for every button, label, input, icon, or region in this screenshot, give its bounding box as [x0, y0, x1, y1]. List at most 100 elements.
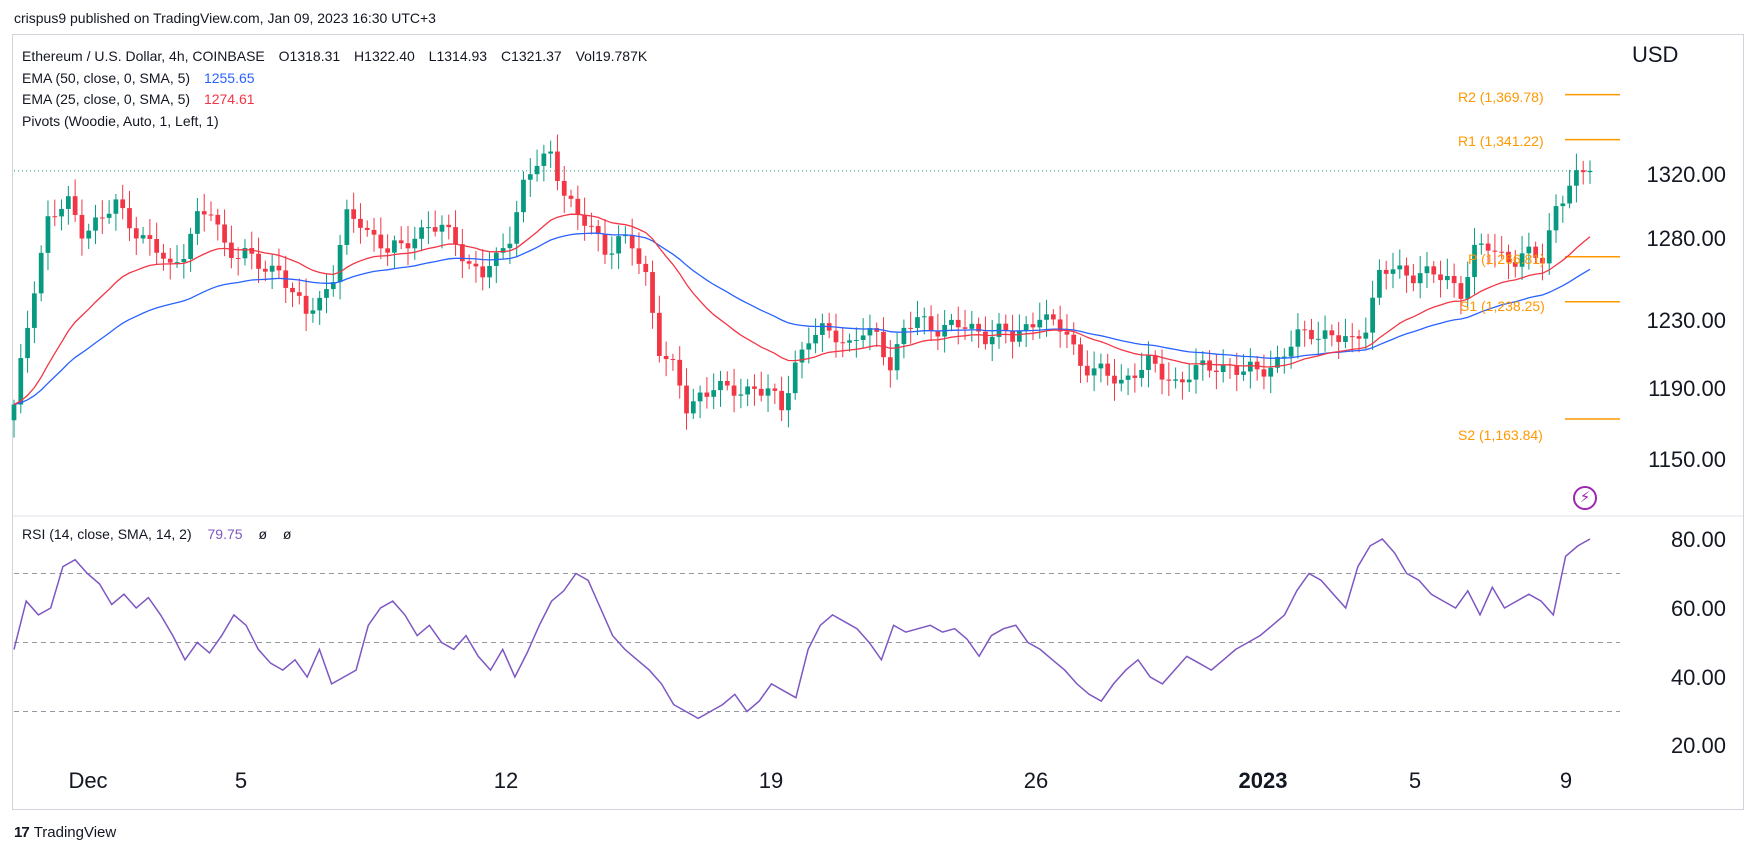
- candle-up: [514, 212, 520, 244]
- candle-up: [269, 265, 275, 272]
- pivot-s1-label: S1 (1,238.25): [1460, 298, 1545, 314]
- ema50-label: EMA (50, close, 0, SMA, 5): [22, 69, 191, 86]
- candle-up: [181, 259, 187, 263]
- ema25-line: [13, 213, 1591, 406]
- candle-down: [1261, 369, 1267, 377]
- candle-down: [833, 330, 839, 343]
- candle-down: [1492, 250, 1498, 252]
- candle-down: [358, 218, 363, 228]
- candle-up: [1241, 371, 1246, 375]
- open-value: 1318.31: [289, 48, 341, 64]
- candle-up: [690, 401, 696, 414]
- candle-down: [595, 226, 601, 235]
- candle-down: [161, 252, 166, 259]
- candle-down: [772, 388, 778, 391]
- chart-frame[interactable]: [12, 34, 1744, 810]
- candle-up: [426, 227, 431, 229]
- candle-up: [1424, 266, 1430, 274]
- candle-up: [93, 217, 98, 231]
- legend-ema50-row[interactable]: EMA (50, close, 0, SMA, 5) 1255.65: [22, 68, 647, 90]
- candle-up: [1247, 361, 1253, 372]
- candle-down: [1411, 275, 1416, 284]
- candle-down: [881, 331, 886, 358]
- legend-pivots-row[interactable]: Pivots (Woodie, Auto, 1, Left, 1): [22, 111, 647, 133]
- candle-down: [1214, 370, 1219, 373]
- rsi-tick: 80.00: [1670, 527, 1726, 552]
- legend-ema25-row[interactable]: EMA (25, close, 0, SMA, 5) 1274.61: [22, 89, 647, 111]
- candle-down: [1451, 275, 1457, 284]
- pivot-p-label: P (1,266.81): [1468, 251, 1545, 267]
- candle-down: [983, 331, 988, 345]
- candle-down: [582, 214, 587, 226]
- candle-down: [222, 224, 227, 243]
- symbol-title[interactable]: Ethereum / U.S. Dollar, 4h, COINBASE: [22, 48, 265, 64]
- tradingview-logo[interactable]: 17 TradingView: [14, 824, 116, 841]
- candle-down: [1309, 329, 1314, 340]
- candle-down: [385, 248, 390, 253]
- candle-down: [351, 209, 357, 219]
- publisher-line: crispus9 published on TradingView.com, J…: [14, 10, 436, 26]
- candle-up: [1322, 330, 1328, 339]
- candle-down: [887, 357, 893, 371]
- candle-up: [1146, 355, 1151, 370]
- candle-down: [724, 380, 730, 386]
- candle-up: [412, 238, 418, 249]
- high-label: H: [354, 48, 365, 64]
- candle-up: [521, 179, 526, 213]
- candle-up: [1017, 330, 1022, 342]
- candle-down: [229, 242, 234, 258]
- candle-up: [745, 386, 751, 395]
- candle-up: [195, 211, 200, 234]
- candle-up: [1363, 332, 1369, 339]
- candle-down: [1506, 251, 1511, 263]
- rsi-value: 79.75: [207, 526, 243, 542]
- candle-down: [432, 227, 438, 232]
- price-tick: 1230.00: [1646, 308, 1726, 333]
- candle-up: [1377, 269, 1382, 298]
- candle-down: [555, 151, 560, 181]
- candle-up: [174, 262, 180, 264]
- candle-down: [1234, 365, 1240, 375]
- x-tick: Dec: [68, 768, 108, 793]
- candle-up: [500, 248, 506, 253]
- candle-down: [249, 248, 255, 254]
- rsi-legend[interactable]: RSI (14, close, SMA, 14, 2) 79.75 ø ø: [22, 526, 291, 542]
- x-tick: 9: [1559, 768, 1573, 793]
- candle-up: [949, 319, 954, 325]
- candle-up: [765, 388, 771, 396]
- candle-up: [786, 393, 791, 411]
- currency-label[interactable]: USD: [1632, 42, 1679, 67]
- candle-up: [18, 358, 24, 405]
- legend-symbol-row: Ethereum / U.S. Dollar, 4h, COINBASE O13…: [22, 46, 647, 68]
- lightning-icon[interactable]: ⚡: [1573, 486, 1597, 510]
- candle-up: [1417, 273, 1423, 284]
- candle-down: [256, 253, 261, 269]
- candle-down: [1356, 336, 1362, 339]
- candle-down: [1302, 329, 1308, 331]
- candle-up: [324, 289, 329, 298]
- candle-up: [548, 151, 554, 154]
- candle-up: [1465, 277, 1471, 299]
- candle-up: [609, 253, 615, 255]
- rsi-nan-2: ø: [282, 526, 292, 542]
- candle-down: [908, 327, 914, 329]
- candle-down: [962, 327, 968, 329]
- x-tick: 12: [493, 768, 519, 793]
- candle-up: [86, 230, 92, 239]
- candle-up: [1275, 356, 1280, 368]
- candle-down: [480, 266, 486, 278]
- candle-up: [1444, 275, 1450, 281]
- candle-down: [684, 385, 689, 414]
- candle-down: [840, 342, 846, 344]
- candle-up: [140, 235, 146, 239]
- candle-up: [989, 336, 995, 345]
- candle-up: [1118, 379, 1124, 384]
- candle-down: [1152, 355, 1158, 364]
- rsi-nan-1: ø: [258, 526, 268, 542]
- candle-down: [636, 248, 642, 264]
- candle-up: [1526, 246, 1532, 254]
- candle-down: [677, 359, 683, 386]
- candle-up: [1220, 364, 1226, 373]
- candle-down: [453, 227, 458, 245]
